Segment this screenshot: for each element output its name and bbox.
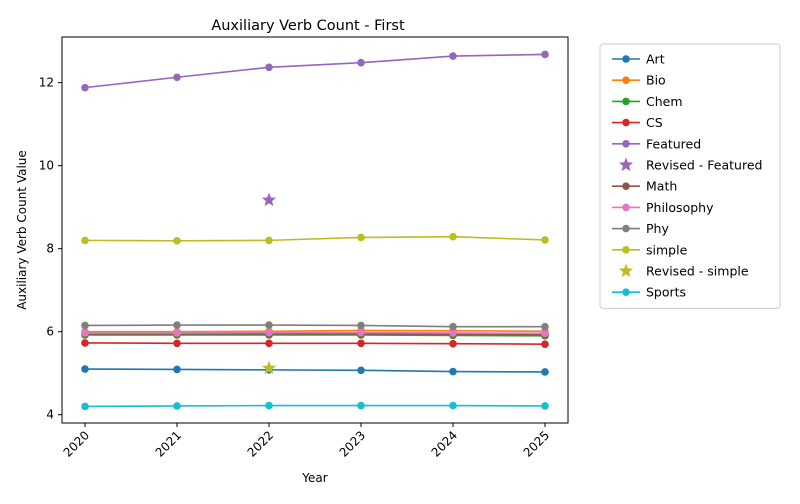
legend-label-art: Art bbox=[646, 52, 665, 67]
x-tick-label: 2020 bbox=[61, 428, 92, 459]
x-tick-label: 2021 bbox=[153, 428, 184, 459]
data-point-featured bbox=[265, 63, 273, 72]
series-line-cs bbox=[84, 342, 546, 345]
legend-label-phy: Phy bbox=[646, 221, 669, 236]
legend-marker-sports bbox=[622, 288, 630, 297]
legend-label-bio: Bio bbox=[646, 73, 666, 88]
data-point-phy bbox=[265, 321, 273, 329]
series-line-chem bbox=[85, 334, 546, 337]
data-point-philosophy bbox=[541, 329, 549, 338]
data-point-sports bbox=[541, 402, 549, 410]
series-line-bio bbox=[85, 329, 546, 333]
y-tick-label: 12 bbox=[39, 76, 54, 90]
data-point-featured bbox=[173, 73, 181, 82]
series-line-simple bbox=[84, 235, 546, 242]
data-point-simple bbox=[81, 236, 89, 245]
data-point-phy bbox=[173, 321, 181, 329]
legend: Art Bio Chem CS Featured Revised - Featured Ma… bbox=[599, 43, 781, 309]
data-point-sports bbox=[265, 401, 273, 410]
plot-frame bbox=[61, 36, 569, 424]
series-line-sports bbox=[84, 404, 546, 408]
y-tick-label: 4 bbox=[46, 408, 54, 422]
data-point-philosophy bbox=[449, 329, 457, 337]
legend-marker-phy bbox=[622, 224, 630, 233]
data-point-simple bbox=[541, 236, 549, 244]
star-point-revised-simple bbox=[261, 360, 277, 375]
series-line-phy bbox=[84, 324, 545, 328]
x-tick-label: 2023 bbox=[337, 428, 368, 459]
data-point-philosophy bbox=[357, 328, 365, 337]
data-point-simple bbox=[357, 233, 365, 242]
data-point-cs bbox=[541, 340, 549, 348]
data-point-art bbox=[357, 366, 365, 375]
legend-label-revised-simple: Revised - simple bbox=[646, 264, 749, 279]
data-point-cs bbox=[357, 339, 365, 348]
data-point-art bbox=[81, 365, 89, 373]
data-point-phy bbox=[357, 321, 365, 330]
series-line-featured bbox=[84, 53, 546, 89]
y-tick-label: 10 bbox=[39, 159, 54, 173]
legend-label-math: Math bbox=[646, 179, 677, 194]
data-point-cs bbox=[265, 339, 273, 348]
series-line-math bbox=[85, 332, 546, 336]
data-point-cs bbox=[449, 339, 457, 348]
legend-label-sports: Sports bbox=[646, 285, 686, 300]
data-point-art bbox=[449, 367, 457, 376]
data-point-featured bbox=[449, 52, 457, 60]
y-axis-label: Auxiliary Verb Count Value bbox=[15, 150, 29, 310]
data-point-simple bbox=[173, 236, 181, 245]
data-point-philosophy bbox=[81, 329, 89, 337]
data-point-simple bbox=[265, 236, 273, 245]
legend-marker-cs bbox=[622, 118, 630, 127]
chart-title: Auxiliary Verb Count - First bbox=[211, 18, 405, 34]
x-tick-label: 2024 bbox=[429, 428, 460, 459]
legend-marker-featured bbox=[622, 140, 630, 148]
legend-label-philosophy: Philosophy bbox=[646, 200, 714, 215]
legend-marker-revised-simple bbox=[618, 263, 634, 278]
data-point-sports bbox=[81, 402, 89, 411]
x-tick-label: 2022 bbox=[245, 428, 276, 459]
data-point-cs bbox=[173, 339, 181, 348]
data-point-cs bbox=[81, 339, 89, 347]
data-point-sports bbox=[173, 402, 181, 410]
data-point-phy bbox=[541, 322, 549, 331]
data-point-art bbox=[173, 365, 181, 374]
data-point-art bbox=[541, 368, 549, 376]
data-point-simple bbox=[449, 232, 457, 241]
data-point-featured bbox=[81, 83, 89, 92]
legend-marker-math bbox=[622, 182, 630, 190]
data-point-philosophy bbox=[265, 328, 273, 337]
legend-label-simple: simple bbox=[646, 242, 688, 257]
series-line-art bbox=[84, 368, 546, 373]
legend-marker-art bbox=[622, 55, 630, 63]
star-point-revised-featured bbox=[261, 192, 277, 207]
y-tick-label: 8 bbox=[46, 242, 54, 256]
data-point-phy bbox=[81, 321, 89, 330]
data-point-philosophy bbox=[173, 329, 181, 337]
legend-marker-philosophy bbox=[622, 203, 630, 212]
data-point-sports bbox=[449, 401, 457, 410]
legend-marker-revised-featured bbox=[618, 157, 634, 172]
data-point-featured bbox=[357, 58, 365, 67]
legend-label-revised-featured: Revised - Featured bbox=[646, 158, 762, 173]
series-line-philosophy bbox=[85, 331, 546, 335]
legend-box bbox=[599, 43, 781, 309]
y-tick-label: 6 bbox=[46, 325, 54, 339]
legend-label-cs: CS bbox=[646, 115, 663, 130]
legend-label-chem: Chem bbox=[646, 94, 683, 109]
data-point-phy bbox=[449, 322, 457, 331]
data-point-sports bbox=[357, 401, 365, 410]
legend-marker-chem bbox=[622, 97, 630, 106]
legend-marker-simple bbox=[622, 246, 630, 254]
x-tick-label: 2025 bbox=[521, 428, 552, 459]
x-axis-label: Year bbox=[301, 471, 327, 485]
legend-marker-bio bbox=[622, 76, 630, 84]
data-point-featured bbox=[541, 50, 549, 59]
legend-label-featured: Featured bbox=[646, 136, 701, 151]
